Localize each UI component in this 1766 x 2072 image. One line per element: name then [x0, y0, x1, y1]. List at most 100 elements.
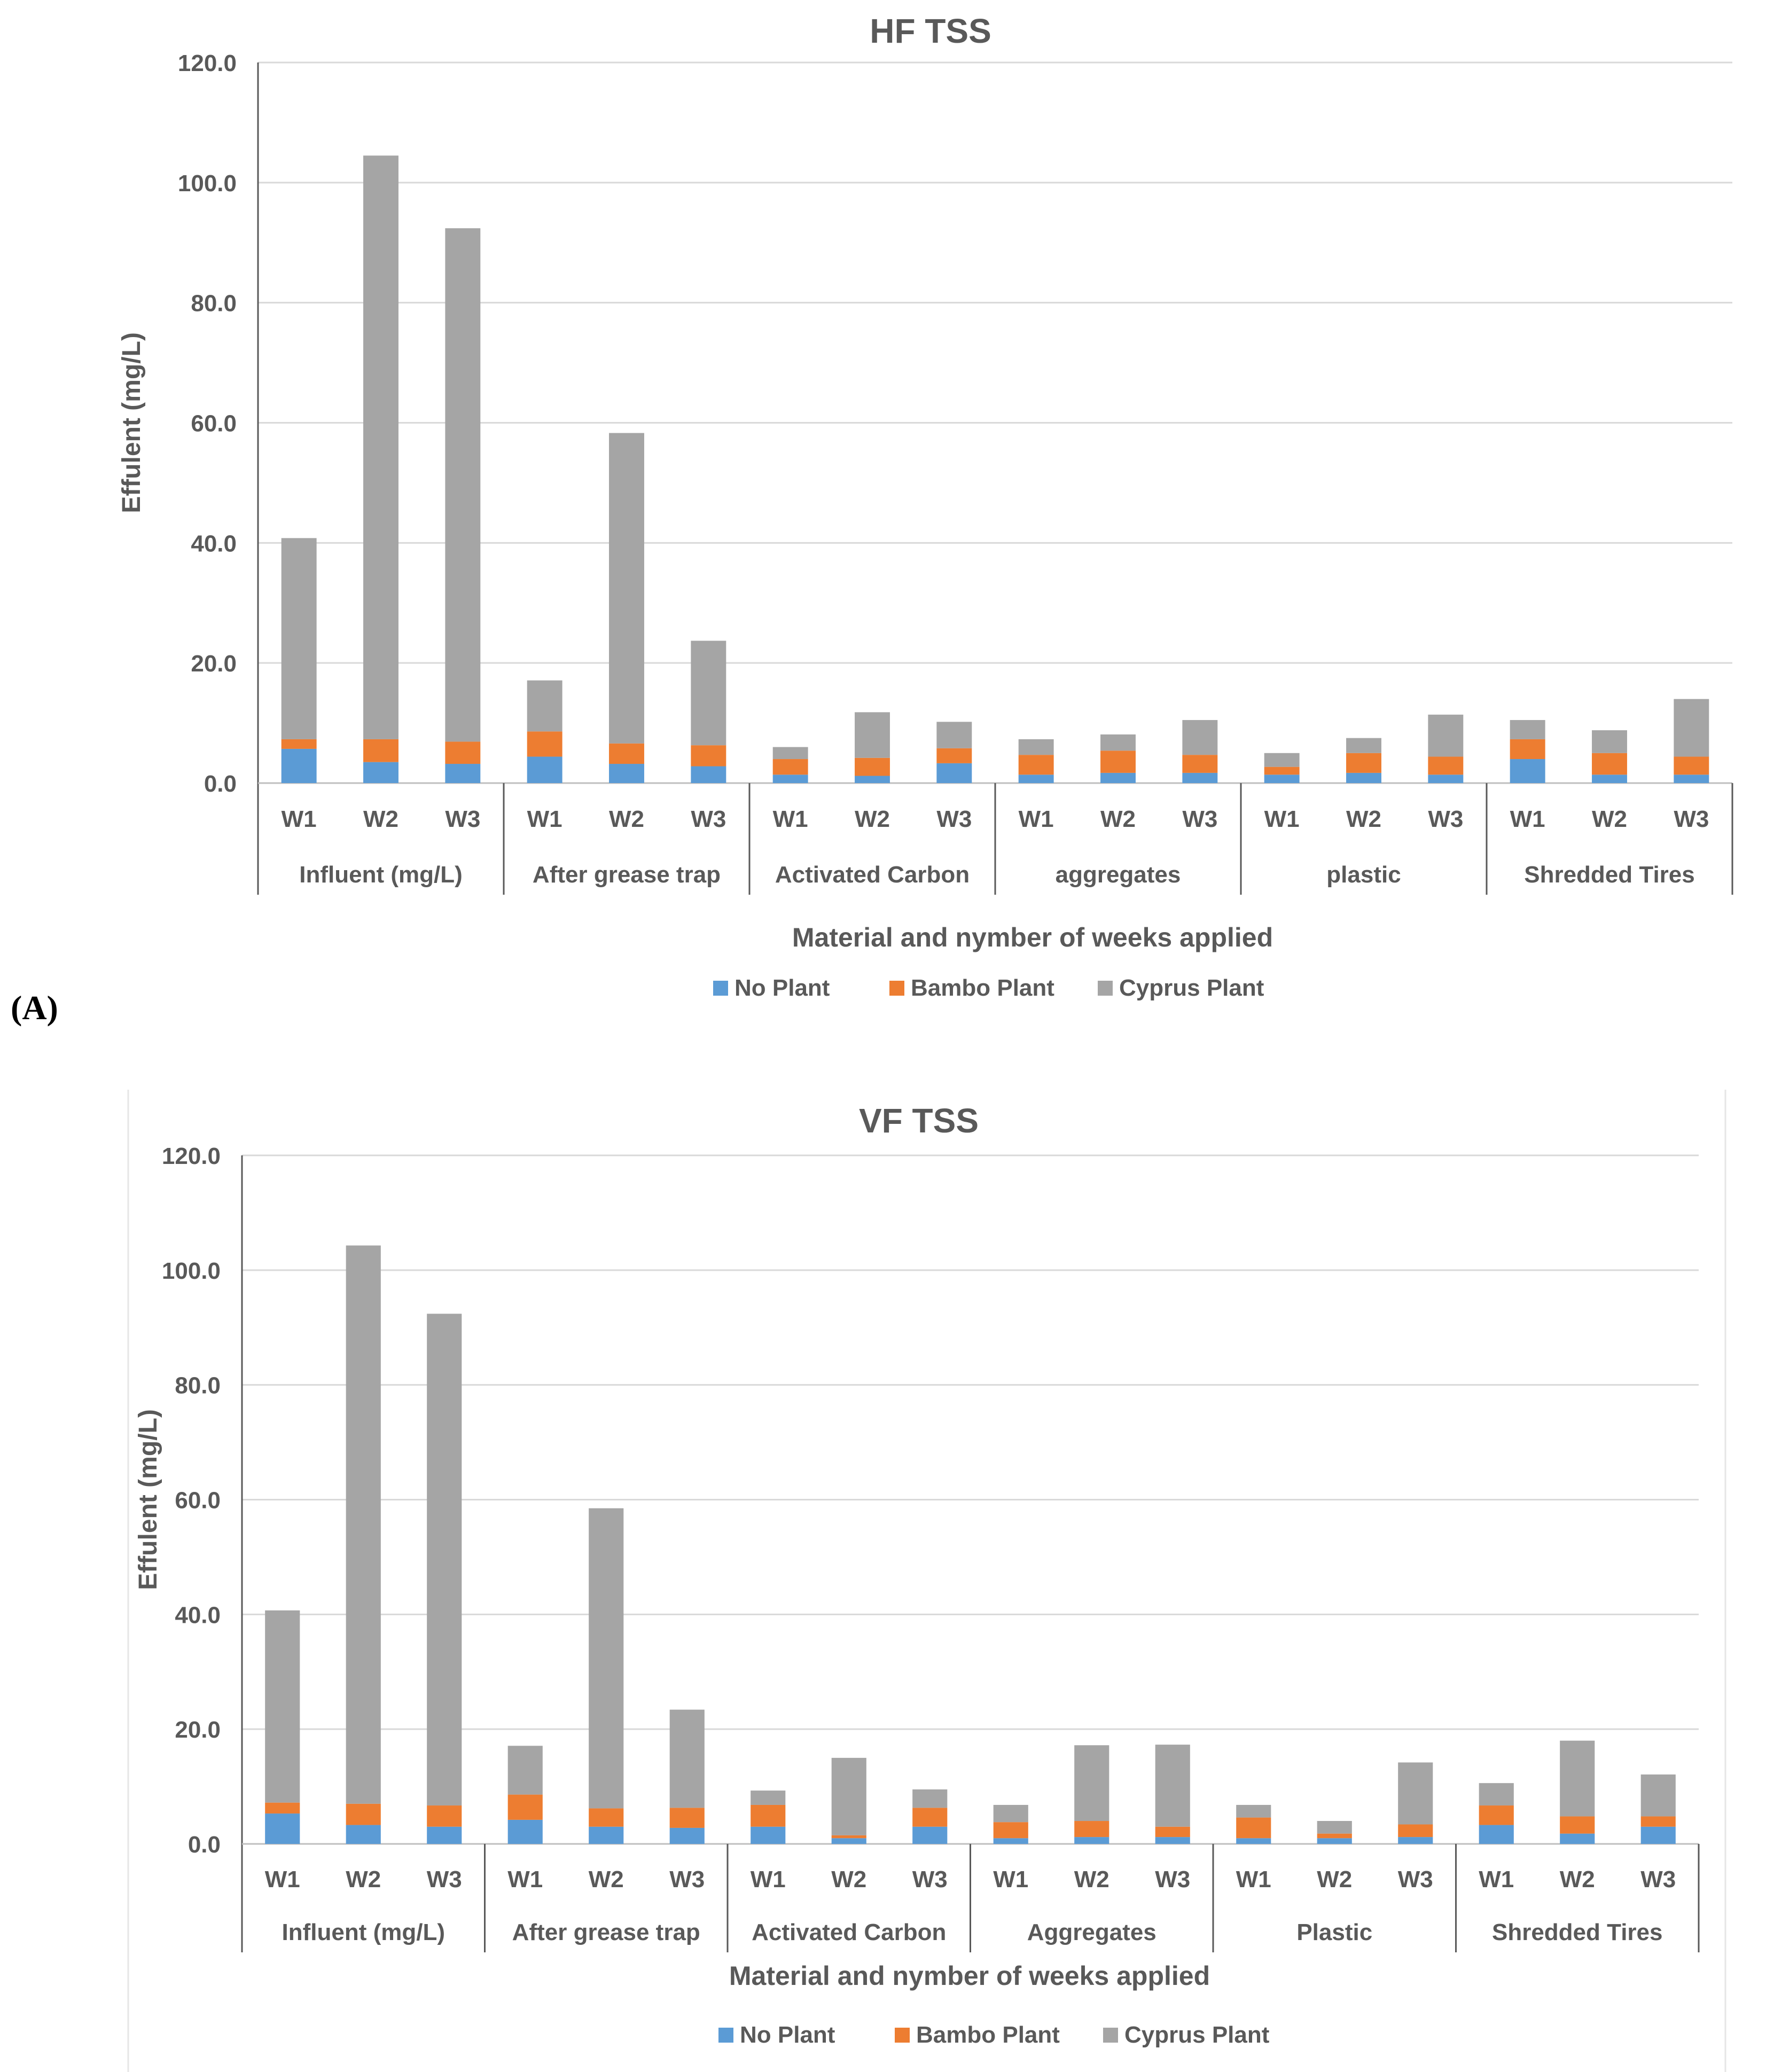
bar-no-plant: [831, 1838, 866, 1844]
bar-cyprus-plant: [993, 1804, 1028, 1823]
legend-swatch: [1098, 981, 1113, 996]
x-tick-label: W1: [1236, 1866, 1271, 1893]
bar-no-plant: [1074, 1837, 1109, 1844]
chart-title: HF TSS: [870, 12, 991, 50]
x-tick-label: W1: [282, 806, 317, 832]
bar-bambo-plant: [1398, 1824, 1433, 1838]
bar-bambo-plant: [772, 759, 808, 775]
y-tick-label: 80.0: [191, 291, 237, 317]
y-tick-label: 20.0: [175, 1717, 221, 1743]
legend-swatch: [889, 981, 904, 996]
x-tick-label: W2: [1100, 806, 1136, 832]
bar-bambo-plant: [445, 741, 481, 764]
y-tick-label: 60.0: [175, 1488, 221, 1514]
legend-swatch: [718, 2028, 733, 2043]
y-tick-label: 0.0: [204, 771, 237, 797]
y-tick-label: 40.0: [191, 530, 237, 557]
y-axis-label: Effulent (mg/L): [134, 1409, 162, 1590]
bar-cyprus-plant: [507, 1746, 543, 1795]
bar-bambo-plant: [1428, 756, 1464, 775]
x-tick-label: W1: [265, 1866, 300, 1893]
x-tick-label: W3: [691, 806, 726, 832]
x-tick-label: W3: [912, 1866, 948, 1893]
bar-bambo-plant: [1264, 767, 1300, 775]
bar-bambo-plant: [363, 739, 398, 762]
bar-no-plant: [1018, 775, 1054, 783]
bar-cyprus-plant: [527, 680, 562, 732]
legend-swatch: [713, 981, 728, 996]
bar-cyprus-plant: [1074, 1745, 1109, 1821]
group-label: aggregates: [1056, 862, 1181, 888]
chart-title: VF TSS: [859, 1101, 979, 1140]
bar-bambo-plant: [609, 743, 644, 764]
x-tick-label: W2: [831, 1866, 866, 1893]
bar-cyprus-plant: [1560, 1740, 1595, 1817]
bar-cyprus-plant: [363, 155, 398, 739]
x-tick-label: W2: [855, 806, 890, 832]
x-tick-label: W1: [773, 806, 808, 832]
bar-no-plant: [1398, 1837, 1433, 1844]
group-label: Activated Carbon: [752, 1919, 946, 1945]
bar-bambo-plant: [1592, 753, 1627, 775]
x-tick-label: W2: [1346, 806, 1381, 832]
legend-label: No Plant: [740, 2022, 835, 2048]
bar-bambo-plant: [527, 731, 562, 757]
bar-bambo-plant: [281, 739, 317, 749]
x-tick-label: W1: [1510, 806, 1545, 832]
bar-cyprus-plant: [427, 1313, 462, 1806]
bar-no-plant: [1264, 775, 1300, 783]
y-tick-label: 80.0: [175, 1373, 221, 1399]
bar-cyprus-plant: [669, 1709, 705, 1808]
x-tick-label: W1: [507, 1866, 543, 1893]
bar-bambo-plant: [1479, 1805, 1514, 1825]
bar-bambo-plant: [265, 1802, 300, 1814]
x-tick-label: W1: [993, 1866, 1028, 1893]
bar-cyprus-plant: [751, 1790, 786, 1805]
bar-bambo-plant: [346, 1803, 381, 1825]
bar-bambo-plant: [1182, 755, 1218, 773]
bar-bambo-plant: [1100, 750, 1136, 773]
bar-no-plant: [507, 1819, 543, 1844]
x-tick-label: W3: [1398, 1866, 1433, 1893]
x-tick-label: W2: [609, 806, 644, 832]
legend-swatch: [1103, 2028, 1118, 2043]
bar-bambo-plant: [1317, 1833, 1352, 1839]
bar-no-plant: [1640, 1826, 1676, 1844]
group-label: Shredded Tires: [1492, 1919, 1663, 1945]
y-tick-label: 60.0: [191, 411, 237, 437]
panel-label-a: (A): [11, 989, 58, 1027]
x-tick-label: W1: [751, 1866, 786, 1893]
y-tick-label: 120.0: [162, 1143, 221, 1169]
bar-no-plant: [1236, 1838, 1271, 1844]
x-tick-label: W3: [1428, 806, 1463, 832]
bar-cyprus-plant: [831, 1757, 866, 1835]
legend-label: Bambo Plant: [911, 975, 1054, 1001]
y-tick-label: 40.0: [175, 1602, 221, 1628]
x-tick-label: W3: [445, 806, 480, 832]
y-axis-label: Effulent (mg/L): [118, 332, 146, 513]
bar-no-plant: [589, 1826, 624, 1844]
x-axis-label: Material and nymber of weeks applied: [792, 922, 1273, 952]
bar-no-plant: [855, 776, 890, 783]
bar-cyprus-plant: [445, 228, 481, 742]
x-tick-label: W1: [1264, 806, 1300, 832]
bar-bambo-plant: [993, 1822, 1028, 1839]
x-tick-label: W3: [427, 1866, 462, 1893]
chart-hf-tss: 0.0 20.0 40.0 60.0 80.0 100.0 120.0 W1 W2 W3 W1 W2 W…: [118, 12, 1733, 1001]
bar-no-plant: [265, 1813, 300, 1844]
bar-bambo-plant: [751, 1804, 786, 1827]
bar-cyprus-plant: [1236, 1804, 1271, 1818]
bar-cyprus-plant: [1674, 699, 1709, 757]
group-label: Plastic: [1296, 1919, 1372, 1945]
bar-bambo-plant: [1236, 1817, 1271, 1839]
x-tick-label: W3: [1155, 1866, 1190, 1893]
bar-bambo-plant: [589, 1808, 624, 1827]
bar-no-plant: [1317, 1838, 1352, 1844]
y-tick-label: 120.0: [178, 50, 237, 76]
bar-bambo-plant: [1640, 1816, 1676, 1827]
bar-cyprus-plant: [1100, 734, 1136, 751]
x-tick-label: W1: [1019, 806, 1054, 832]
bar-no-plant: [445, 764, 481, 783]
bar-no-plant: [346, 1825, 381, 1844]
